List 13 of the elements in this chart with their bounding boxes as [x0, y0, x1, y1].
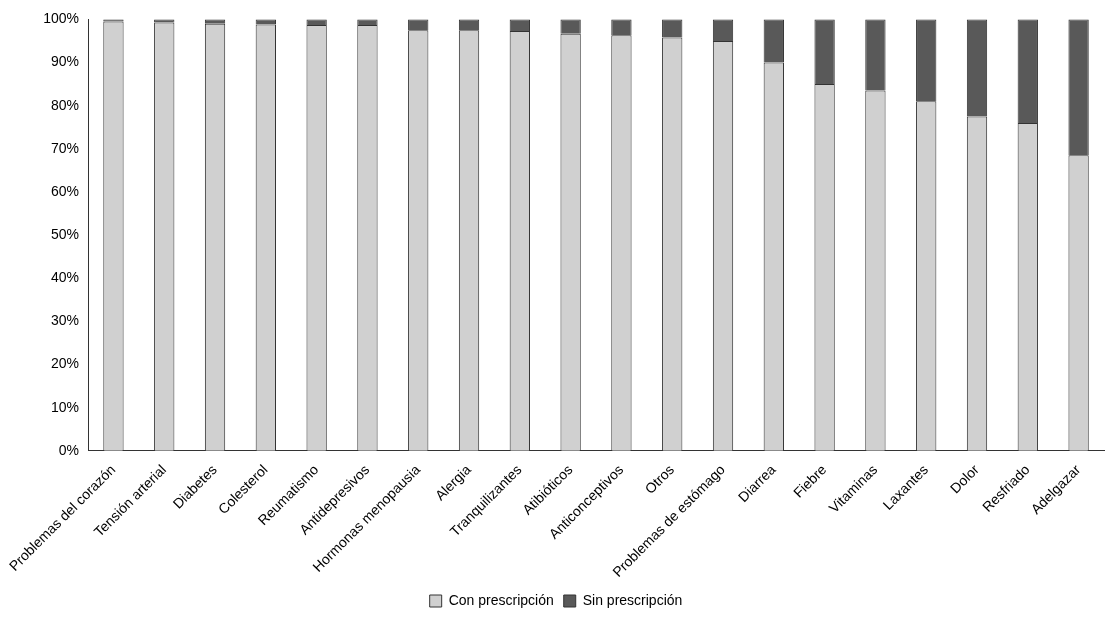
- legend-label: Con prescripción: [448, 591, 554, 608]
- y-tick-label: 0%: [58, 441, 80, 458]
- y-tick-label: 60%: [51, 182, 80, 199]
- y-tick-label: 100%: [43, 10, 80, 27]
- y-tick-label: 80%: [51, 96, 80, 113]
- y-tick-label: 90%: [51, 53, 80, 70]
- y-tick-label: 10%: [51, 398, 80, 415]
- y-tick-label: 30%: [51, 312, 80, 329]
- y-tick-label: 40%: [51, 269, 80, 286]
- y-tick-label: 20%: [51, 355, 80, 372]
- y-tick-label: 50%: [51, 225, 80, 242]
- legend-label: Sin prescripción: [582, 591, 683, 608]
- y-tick-label: 70%: [51, 139, 80, 156]
